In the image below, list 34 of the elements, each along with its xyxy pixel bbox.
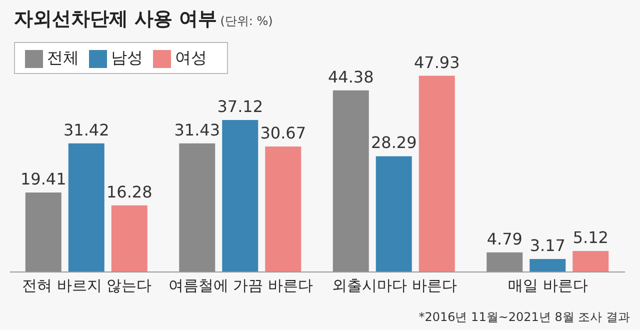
legend-label: 여성 [175,48,207,67]
data-label: 16.28 [106,182,152,202]
data-label: 37.12 [217,97,264,116]
bar [572,251,609,272]
data-label: 47.93 [414,52,460,72]
legend-label: 남성 [111,48,143,67]
data-label: 28.29 [370,133,417,152]
x-tick-label: 매일 바른다 [508,276,588,295]
data-label: 30.67 [260,123,306,142]
data-label: 31.42 [63,120,110,140]
bar [25,192,62,272]
text: *2016년 11월~2021년 8월 조사 결과 [418,309,630,326]
bar [486,252,523,272]
bar [376,156,412,272]
chart-title: 자외선차단제 사용 여부 [14,8,218,30]
data-label: 31.43 [174,120,220,140]
x-tick-label: 여름철에 가끔 바른다 [168,276,313,295]
data-label: 5.12 [572,228,608,248]
chart-subtitle: (단위: %) [220,14,273,28]
bar [179,143,216,272]
data-label: 19.41 [20,170,66,189]
data-label: 3.17 [530,236,566,256]
bar [111,205,148,272]
bar [68,143,104,272]
x-tick-label: 외출시마다 바른다 [332,276,457,295]
bar [332,90,369,272]
bar [418,76,455,272]
data-label: 4.79 [486,229,522,248]
legend-label: 전체 [47,48,79,67]
data-label: 44.38 [328,67,374,86]
bar [530,259,566,272]
bar [265,146,302,272]
x-tick-label: 전혀 바르지 않는다 [22,276,152,295]
bar [222,120,258,272]
